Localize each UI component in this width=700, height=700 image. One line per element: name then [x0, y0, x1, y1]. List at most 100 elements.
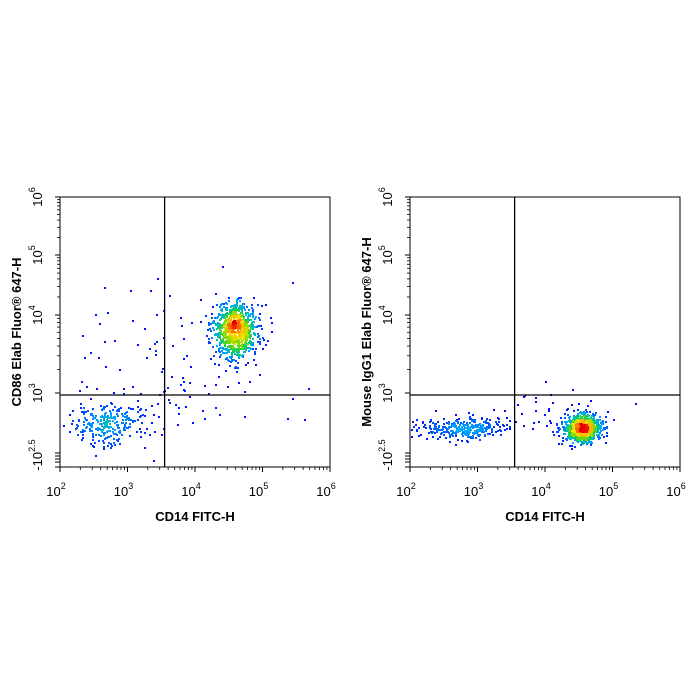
event-dot [412, 421, 414, 423]
event-dot [77, 425, 79, 427]
event-dot [475, 424, 477, 426]
y-tick-label: 105 [377, 245, 395, 264]
event-dot [151, 405, 153, 407]
event-dot [571, 445, 573, 447]
event-dot [429, 425, 431, 427]
event-dot [457, 428, 459, 430]
event-dot [82, 429, 84, 431]
event-dot [585, 415, 587, 417]
isotype-plot-x-axis-title: CD14 FITC-H [505, 509, 584, 524]
event-dot [227, 386, 229, 388]
event-dot [97, 429, 99, 431]
event-dot [491, 428, 493, 430]
event-dot [121, 434, 123, 436]
event-dot [149, 348, 151, 350]
event-dot [581, 424, 583, 426]
event-dot [149, 434, 151, 436]
event-dot [261, 328, 263, 330]
event-dot [121, 413, 123, 415]
event-dot [118, 438, 120, 440]
event-dot [449, 434, 451, 436]
cd86-plot-y-ticks: -102.5 103 104 105 106 [27, 187, 60, 471]
event-dot [236, 348, 238, 350]
event-dot [103, 446, 105, 448]
event-dot [472, 414, 474, 416]
event-dot [256, 326, 258, 328]
event-dot [225, 348, 227, 350]
event-dot [493, 426, 495, 428]
event-dot [573, 416, 575, 418]
cd86-plot-events [63, 266, 310, 462]
event-dot [145, 409, 147, 411]
event-dot [172, 345, 174, 347]
event-dot [482, 429, 484, 431]
event-dot [208, 322, 210, 324]
event-dot [238, 357, 240, 359]
event-dot [231, 309, 233, 311]
event-dot [80, 407, 82, 409]
event-dot [635, 403, 637, 405]
event-dot [247, 326, 249, 328]
event-dot [435, 410, 437, 412]
event-dot [564, 413, 566, 415]
event-dot [524, 395, 526, 397]
event-dot [128, 419, 130, 421]
event-dot [182, 377, 184, 379]
event-dot [458, 418, 460, 420]
event-dot [572, 389, 574, 391]
event-dot [594, 428, 596, 430]
event-dot [550, 422, 552, 424]
event-dot [157, 278, 159, 280]
event-dot [233, 359, 235, 361]
event-dot [119, 369, 121, 371]
event-dot [485, 420, 487, 422]
event-dot [219, 356, 221, 358]
event-dot [425, 427, 427, 429]
event-dot [82, 431, 84, 433]
event-dot [132, 408, 134, 410]
event-dot [236, 371, 238, 373]
event-dot [231, 359, 233, 361]
event-dot [474, 419, 476, 421]
event-dot [115, 433, 117, 435]
event-dot [241, 342, 243, 344]
event-dot [448, 421, 450, 423]
event-dot [248, 332, 250, 334]
event-dot [171, 376, 173, 378]
event-dot [213, 329, 215, 331]
event-dot [95, 455, 97, 457]
event-dot [535, 401, 537, 403]
event-dot [224, 316, 226, 318]
event-dot [574, 434, 576, 436]
event-dot [236, 320, 238, 322]
event-dot [228, 349, 230, 351]
x-tick-label: 103 [464, 481, 483, 499]
event-dot [253, 321, 255, 323]
event-dot [117, 426, 119, 428]
event-dot [112, 431, 114, 433]
event-dot [217, 336, 219, 338]
event-dot [223, 348, 225, 350]
event-dot [219, 335, 221, 337]
event-dot [584, 412, 586, 414]
event-dot [451, 425, 453, 427]
event-dot [85, 411, 87, 413]
event-dot [471, 425, 473, 427]
event-dot [92, 408, 94, 410]
event-dot [92, 415, 94, 417]
event-dot [153, 414, 155, 416]
event-dot [418, 435, 420, 437]
event-dot [411, 429, 413, 431]
event-dot [220, 339, 222, 341]
event-dot [233, 313, 235, 315]
event-dot [423, 426, 425, 428]
event-dot [103, 442, 105, 444]
event-dot [442, 426, 444, 428]
event-dot [180, 384, 182, 386]
event-dot [228, 324, 230, 326]
event-dot [434, 426, 436, 428]
event-dot [139, 416, 141, 418]
event-dot [590, 419, 592, 421]
event-dot [246, 339, 248, 341]
event-dot [570, 438, 572, 440]
